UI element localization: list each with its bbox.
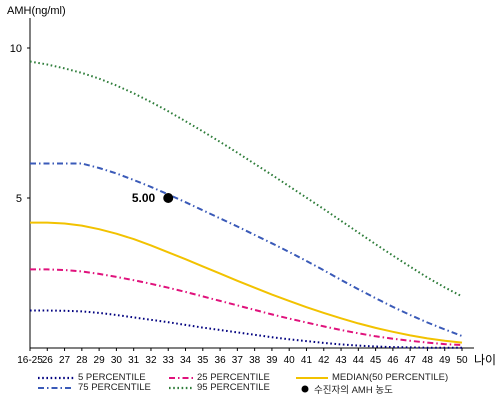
y-axis-label: AMH(ng/ml) xyxy=(7,5,66,17)
x-tick-label: 47 xyxy=(405,355,417,366)
x-tick-label: 32 xyxy=(145,355,157,366)
y-tick-label: 5 xyxy=(16,193,22,205)
x-tick-label: 45 xyxy=(370,355,382,366)
y-tick-label: 10 xyxy=(10,43,22,55)
series-line-25-percentile xyxy=(30,268,463,346)
legend-swatch-p95 xyxy=(169,386,193,389)
x-tick-label: 34 xyxy=(180,355,192,366)
series-line-5-percentile xyxy=(30,309,462,349)
x-tick-label: 40 xyxy=(284,355,296,366)
legend-swatch-p25 xyxy=(169,376,193,379)
x-axis-label: 나이 xyxy=(474,353,496,367)
legend-item-p75: 75 PERCENTILE xyxy=(38,382,151,393)
x-tick-label: 37 xyxy=(232,355,244,366)
legend-item-median: MEDIAN(50 PERCENTILE) xyxy=(296,372,448,383)
legend-label-median: MEDIAN(50 PERCENTILE) xyxy=(332,372,449,383)
series-line-75-percentile xyxy=(30,162,463,337)
x-tick-label: 35 xyxy=(197,355,209,366)
x-tick-label: 43 xyxy=(335,355,347,366)
x-tick-label: 29 xyxy=(94,355,106,366)
legend-swatch-p5 xyxy=(38,376,74,379)
x-tick-label: 49 xyxy=(439,355,451,366)
x-tick-label: 28 xyxy=(76,355,88,366)
x-tick-label: 26 xyxy=(42,355,54,366)
x-tick-label: 41 xyxy=(301,355,313,366)
x-tick-label: 44 xyxy=(353,355,365,366)
patient-amh-value-label: 5.00 xyxy=(132,191,156,205)
x-tick-label: 39 xyxy=(266,355,278,366)
legend-item-p95: 95 PERCENTILE xyxy=(169,382,270,393)
x-tick-label: 42 xyxy=(318,355,330,366)
legend-label-p75: 75 PERCENTILE xyxy=(78,382,151,393)
x-tick-label: 16-25 xyxy=(17,355,43,366)
legend-swatch-p75 xyxy=(38,386,74,389)
legend-label-p5: 5 PERCENTILE xyxy=(78,372,146,383)
series-line-median-50-percentile xyxy=(30,221,463,344)
legend-swatch-median xyxy=(296,376,328,379)
x-tick-label: 36 xyxy=(215,355,227,366)
legend-label-p25: 25 PERCENTILE xyxy=(197,372,270,383)
legend-label-marker: 수진자의 AMH 농도 xyxy=(314,385,393,396)
legend-item-marker: 수진자의 AMH 농도 xyxy=(300,382,393,396)
legend-item-p5: 5 PERCENTILE xyxy=(38,372,146,383)
x-tick-label: 46 xyxy=(387,355,399,366)
legend-swatch-marker xyxy=(301,385,309,393)
x-tick-label: 38 xyxy=(249,355,261,366)
x-tick-label: 33 xyxy=(163,355,175,366)
x-tick-label: 27 xyxy=(59,355,71,366)
chart-series xyxy=(29,60,463,349)
legend-label-p95: 95 PERCENTILE xyxy=(197,382,270,393)
x-tick-label: 30 xyxy=(111,355,123,366)
x-tick-label: 31 xyxy=(128,355,140,366)
chart-markers: 5.00 xyxy=(132,191,174,205)
patient-amh-marker xyxy=(163,193,174,203)
x-tick-label: 50 xyxy=(456,355,468,366)
x-tick-label: 48 xyxy=(422,355,434,366)
series-line-95-percentile xyxy=(29,60,463,298)
legend-item-p25: 25 PERCENTILE xyxy=(169,372,270,383)
